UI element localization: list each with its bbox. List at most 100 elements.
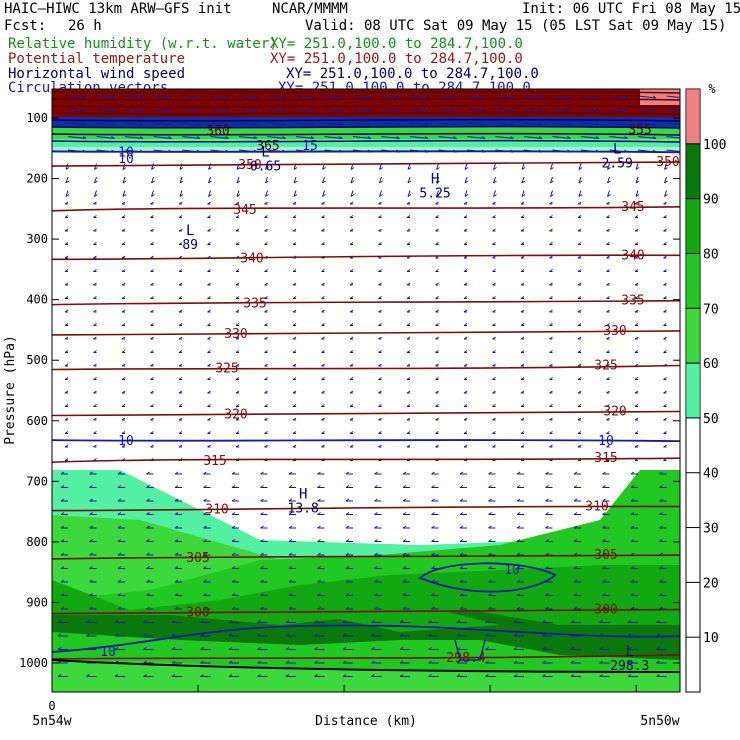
vector-head <box>464 167 469 170</box>
vector-head <box>520 269 525 272</box>
vector-arrow <box>210 122 229 126</box>
vector-head <box>208 167 212 170</box>
vector-head <box>86 633 90 637</box>
top-band-light <box>52 147 680 153</box>
vector-head <box>436 167 440 170</box>
vector-arrow <box>352 109 372 112</box>
vector-head <box>463 201 468 205</box>
vector-head <box>94 167 98 170</box>
vector-head <box>406 444 411 448</box>
vector-head <box>521 194 526 197</box>
vector-head <box>577 377 582 380</box>
vector-arrow <box>436 176 439 184</box>
vector-head <box>602 498 606 502</box>
vector-head <box>321 215 325 218</box>
vector-head <box>235 242 240 245</box>
vector-head <box>424 122 429 126</box>
vector-head <box>463 242 468 245</box>
vector-head <box>577 255 582 259</box>
vector-head <box>516 539 521 542</box>
vector-head <box>345 512 350 515</box>
vector-head <box>342 660 347 664</box>
vector-arrow <box>293 176 297 184</box>
vector-head <box>231 498 236 502</box>
vector-arrow <box>295 95 315 99</box>
vector-head <box>488 525 492 529</box>
vector-arrow <box>295 122 315 126</box>
vector-head <box>606 255 610 259</box>
vector-head <box>203 485 207 488</box>
vector-arrow <box>637 109 657 112</box>
vector-head <box>285 647 290 650</box>
vector-head <box>630 525 635 529</box>
vector-arrow <box>607 163 610 170</box>
vector-head <box>431 593 435 596</box>
vector-head <box>89 525 93 529</box>
vector-head <box>663 255 667 259</box>
vector-head <box>178 377 183 380</box>
vector-head <box>146 606 150 610</box>
top-band-green <box>52 127 680 139</box>
y-tick-label: 600 <box>26 414 48 428</box>
vector-head <box>435 215 439 218</box>
vector-arrow <box>179 176 183 184</box>
vector-arrow <box>464 190 468 197</box>
vector-head <box>606 336 610 340</box>
vector-head <box>282 122 286 126</box>
vector-head <box>567 136 571 139</box>
vector-head <box>659 525 663 529</box>
vector-head <box>236 167 241 170</box>
vector-head <box>634 350 639 353</box>
theta-contour-350 <box>52 161 680 167</box>
vector-head <box>321 444 325 448</box>
vector-head <box>178 417 183 421</box>
vector-head <box>656 660 660 664</box>
vector-head <box>396 109 400 112</box>
vector-head <box>481 122 486 126</box>
vector-head <box>549 309 553 313</box>
vector-head <box>520 201 525 205</box>
vector-arrow <box>637 136 657 139</box>
vector-head <box>150 242 154 245</box>
vector-head <box>570 647 575 650</box>
vector-head <box>349 377 354 380</box>
vector-head <box>663 309 667 313</box>
vector-head <box>285 633 290 637</box>
vector-head <box>349 215 354 218</box>
vector-arrow <box>550 163 553 170</box>
theta-label-340: 340 <box>240 251 263 266</box>
vector-arrow <box>466 122 486 126</box>
vector-head <box>111 95 115 99</box>
vector-head <box>573 471 578 475</box>
vector-head <box>463 296 468 299</box>
vector-head <box>431 512 435 515</box>
vector-head <box>453 95 457 99</box>
vector-arrow <box>65 190 69 197</box>
vector-head <box>150 228 154 232</box>
vector-head <box>406 215 411 218</box>
vector-head <box>459 498 464 502</box>
vector-head <box>89 512 93 515</box>
vector-head <box>342 647 347 650</box>
vector-head <box>606 390 610 394</box>
theta-label-320: 320 <box>224 408 247 423</box>
wind-label-2: 10 <box>100 645 116 660</box>
vector-head <box>485 660 489 664</box>
vector-head <box>231 606 236 610</box>
vector-head <box>549 390 553 394</box>
vector-arrow <box>122 163 126 170</box>
vector-head <box>64 215 69 218</box>
vector-head <box>174 566 179 569</box>
vector-arrow <box>664 176 667 184</box>
vector-head <box>538 136 543 139</box>
vector-arrow <box>523 136 543 139</box>
vector-head <box>264 417 268 421</box>
vector-head <box>117 552 122 556</box>
vector-arrow <box>265 176 268 184</box>
vector-head <box>60 552 65 556</box>
vector-head <box>150 404 154 407</box>
axes: 100 200 300 400 500 600 700 800 900 1000 <box>19 111 680 692</box>
vector-head <box>606 431 610 434</box>
valid-time: Valid: 08 UTC Sat 09 May 15 (05 LST Sat … <box>305 18 727 34</box>
colorbar-band-50 <box>685 362 701 419</box>
